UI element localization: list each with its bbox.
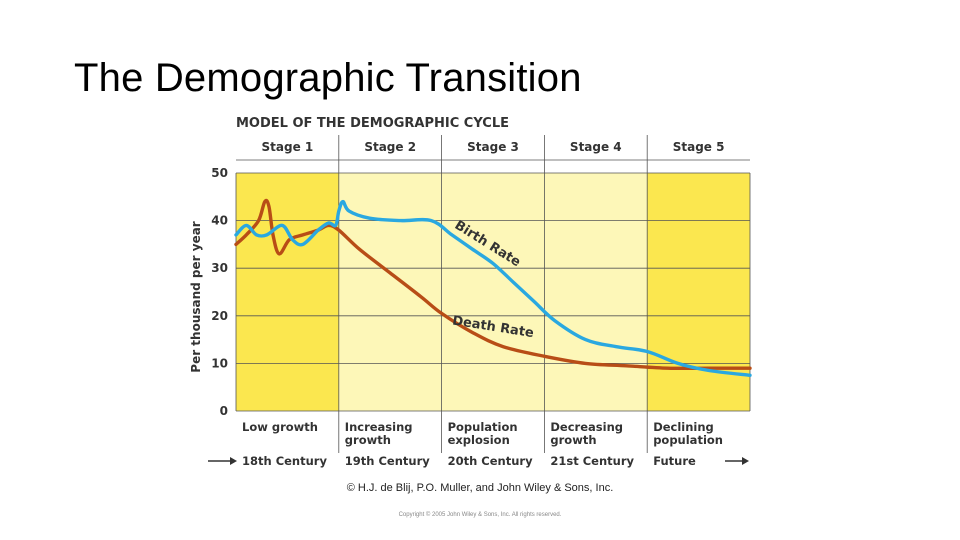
stage-background bbox=[338, 173, 442, 411]
stage-label: Stage 3 bbox=[467, 140, 519, 154]
growth-label: population bbox=[653, 433, 723, 447]
y-tick-label: 10 bbox=[211, 356, 228, 370]
century-label: Future bbox=[653, 454, 696, 468]
y-tick-label: 50 bbox=[211, 166, 228, 180]
slide-title: The Demographic Transition bbox=[74, 56, 582, 100]
y-tick-label: 20 bbox=[211, 309, 228, 323]
century-label: 18th Century bbox=[242, 454, 327, 468]
chart-title: MODEL OF THE DEMOGRAPHIC CYCLE bbox=[236, 116, 509, 131]
century-label: 20th Century bbox=[448, 454, 533, 468]
stage-background bbox=[647, 173, 750, 411]
demographic-chart: MODEL OF THE DEMOGRAPHIC CYCLE 0 10 20 30 40 5… bbox=[180, 105, 770, 475]
stage-label: Stage 2 bbox=[364, 140, 416, 154]
credit-text: © H.J. de Blij, P.O. Muller, and John Wi… bbox=[346, 482, 614, 494]
growth-label: Population bbox=[448, 420, 518, 434]
stage-background bbox=[236, 173, 339, 411]
growth-label: growth bbox=[345, 433, 391, 447]
growth-label: Increasing bbox=[345, 420, 413, 434]
death-rate-line bbox=[234, 198, 752, 371]
century-label: 21st Century bbox=[550, 454, 634, 468]
y-tick-label: 30 bbox=[211, 261, 228, 275]
y-tick-label: 0 bbox=[220, 404, 228, 418]
stage-label: Stage 5 bbox=[673, 140, 725, 154]
stage-background bbox=[441, 173, 545, 411]
growth-label: explosion bbox=[448, 433, 510, 447]
growth-label: Declining bbox=[653, 420, 714, 434]
timeline-arrowhead-right bbox=[742, 457, 749, 465]
y-tick-label: 40 bbox=[211, 214, 228, 228]
century-label: 19th Century bbox=[345, 454, 430, 468]
timeline-arrowhead-left bbox=[230, 457, 237, 465]
copyright-text: Copyright © 2005 John Wiley & Sons, Inc.… bbox=[398, 512, 562, 518]
stage-label: Stage 4 bbox=[570, 140, 622, 154]
stage-background bbox=[544, 173, 648, 411]
y-axis-label: Per thousand per year bbox=[189, 221, 203, 373]
demographic-chart-svg: MODEL OF THE DEMOGRAPHIC CYCLE 0 10 20 30 40 5… bbox=[189, 116, 752, 468]
growth-label: Low growth bbox=[242, 420, 318, 434]
birth-rate-line bbox=[234, 199, 752, 377]
growth-label: Decreasing bbox=[550, 420, 623, 434]
stage-label: Stage 1 bbox=[262, 140, 314, 154]
growth-label: growth bbox=[550, 433, 596, 447]
